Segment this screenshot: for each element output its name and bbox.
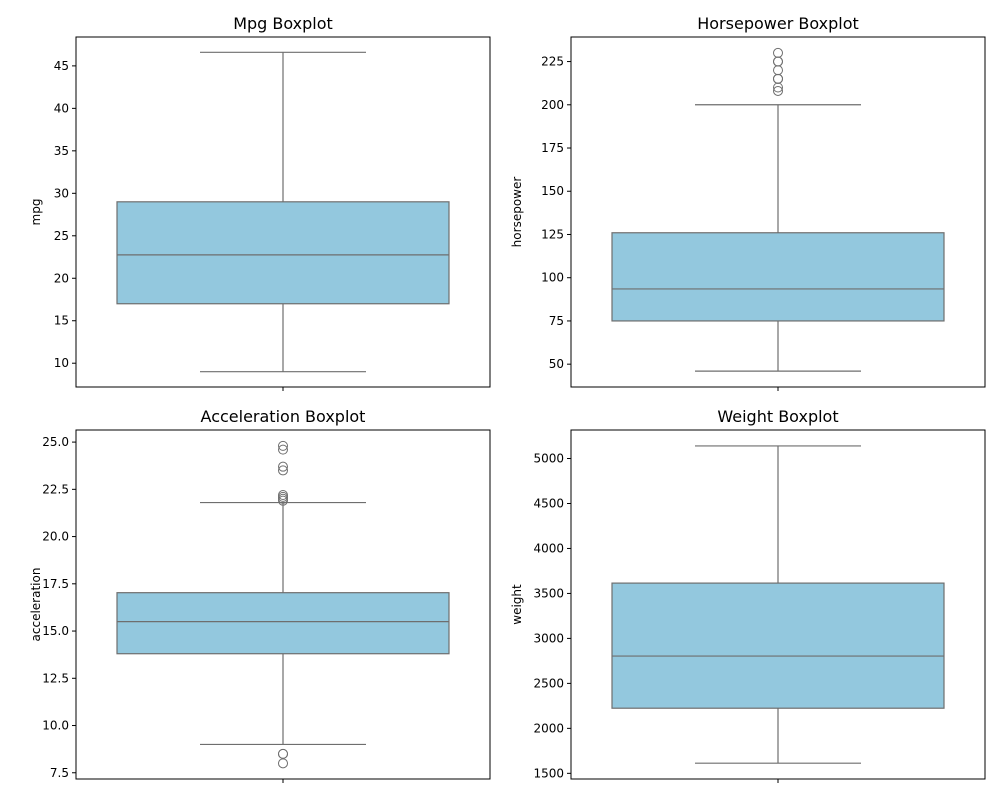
y-tick-label: 5000 bbox=[533, 452, 564, 466]
subplot-3: Acceleration Boxplot acceleration 7.5 10.0 1… bbox=[29, 407, 491, 783]
subplot-2: Horsepower Boxplot horsepower 50 75 100 125 15… bbox=[510, 14, 986, 391]
outlier-point bbox=[278, 758, 288, 769]
outlier-point bbox=[278, 444, 288, 455]
y-axis-label: acceleration bbox=[29, 568, 43, 642]
y-tick-label: 150 bbox=[541, 184, 564, 198]
y-tick-label: 15.0 bbox=[42, 624, 69, 638]
y-tick-label: 15 bbox=[54, 314, 69, 328]
y-tick-label: 45 bbox=[54, 59, 69, 73]
outlier-point bbox=[278, 440, 288, 451]
y-tick-label: 35 bbox=[54, 144, 69, 158]
y-tick-label: 25 bbox=[54, 229, 69, 243]
y-tick-label: 40 bbox=[54, 101, 69, 115]
plot-frame bbox=[570, 429, 986, 780]
y-tick-label: 175 bbox=[541, 141, 564, 155]
y-tick-label: 50 bbox=[549, 357, 564, 371]
chart-title: Weight Boxplot bbox=[717, 407, 838, 426]
y-axis-label: weight bbox=[510, 584, 524, 625]
y-tick-label: 10 bbox=[54, 356, 69, 370]
plot-frame bbox=[75, 429, 491, 780]
outlier-point bbox=[278, 465, 288, 476]
iqr-box bbox=[611, 232, 945, 322]
plot-frame bbox=[570, 36, 986, 388]
y-tick-label: 17.5 bbox=[42, 577, 69, 591]
outlier-point bbox=[278, 748, 288, 759]
outlier-point bbox=[278, 461, 288, 472]
y-tick-label: 1500 bbox=[533, 766, 564, 780]
y-tick-label: 100 bbox=[541, 271, 564, 285]
y-tick-label: 30 bbox=[54, 186, 69, 200]
iqr-box bbox=[116, 592, 450, 655]
chart-title: Acceleration Boxplot bbox=[201, 407, 366, 426]
y-tick-label: 22.5 bbox=[42, 482, 69, 496]
y-axis-label: horsepower bbox=[510, 177, 524, 248]
outlier-point bbox=[278, 490, 288, 501]
plot-frame bbox=[75, 36, 491, 388]
y-axis-label: mpg bbox=[29, 199, 43, 226]
y-tick-label: 3000 bbox=[533, 631, 564, 645]
y-tick-label: 20.0 bbox=[42, 530, 69, 544]
subplot-4: Weight Boxplot weight 1500 2000 2500 3000 3500… bbox=[510, 407, 986, 783]
outlier-point bbox=[773, 73, 783, 84]
iqr-box bbox=[611, 582, 945, 709]
y-tick-label: 7.5 bbox=[50, 766, 69, 780]
outlier-point bbox=[773, 56, 783, 67]
y-tick-label: 12.5 bbox=[42, 671, 69, 685]
outlier-point bbox=[773, 65, 783, 76]
y-tick-label: 200 bbox=[541, 98, 564, 112]
y-tick-label: 10.0 bbox=[42, 719, 69, 733]
y-tick-label: 25.0 bbox=[42, 435, 69, 449]
y-tick-label: 4000 bbox=[533, 541, 564, 555]
y-tick-label: 4500 bbox=[533, 496, 564, 510]
chart-title: Horsepower Boxplot bbox=[697, 14, 859, 33]
y-tick-label: 2000 bbox=[533, 721, 564, 735]
y-tick-label: 225 bbox=[541, 55, 564, 69]
iqr-box bbox=[116, 201, 450, 305]
y-tick-label: 75 bbox=[549, 314, 564, 328]
subplot-1: Mpg Boxplot mpg 10 15 20 25 30 35 40 45 bbox=[29, 14, 491, 391]
y-tick-label: 20 bbox=[54, 271, 69, 285]
y-tick-label: 3500 bbox=[533, 586, 564, 600]
chart-title: Mpg Boxplot bbox=[233, 14, 333, 33]
y-tick-label: 125 bbox=[541, 227, 564, 241]
y-tick-label: 2500 bbox=[533, 676, 564, 690]
outlier-point bbox=[773, 85, 783, 96]
outlier-point bbox=[773, 47, 783, 58]
